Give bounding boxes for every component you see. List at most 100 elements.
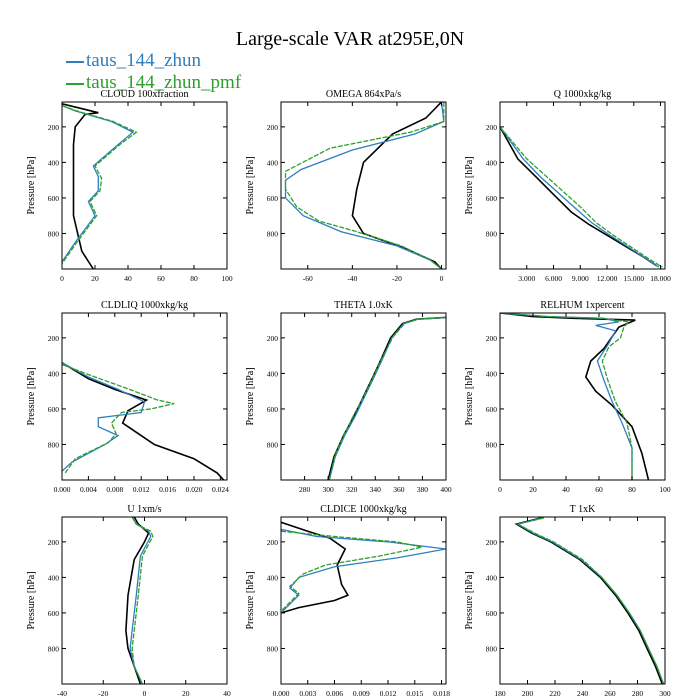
x-tick-label: 100 — [659, 485, 671, 494]
series-line-taus_144_zhun_pmf — [62, 104, 138, 265]
y-tick-label: 400 — [267, 369, 279, 378]
plot-frame — [499, 101, 666, 270]
y-tick-label: 600 — [48, 405, 60, 414]
y-tick-label: 800 — [48, 644, 60, 653]
y-tick-label: 800 — [486, 440, 498, 449]
x-tick-label: 0 — [60, 274, 64, 283]
x-tick-label: 12.000 — [597, 274, 618, 283]
y-axis-label: Pressure [hPa] — [464, 156, 475, 214]
x-tick-label: 6.000 — [545, 274, 562, 283]
x-tick-label: 0.008 — [106, 485, 123, 494]
y-tick-label: 200 — [48, 538, 60, 547]
x-tick-label: 80 — [628, 485, 636, 494]
legend-label-zhun-pmf: taus_144_zhun_pmf — [86, 72, 242, 93]
y-tick-label: 800 — [486, 229, 498, 238]
y-tick-label: 600 — [486, 609, 498, 618]
panel-5: RELHUM 1xpercent Pressure [hPa] 0 20 40 60 80 1… — [464, 300, 671, 494]
y-axis-label: Pressure [hPa] — [464, 571, 475, 629]
panel-3: CLDLIQ 1000xkg/kg Pressure [hPa] 0.000 0.00… — [26, 300, 229, 494]
y-tick-label: 800 — [267, 229, 279, 238]
panel-6: U 1xm/s Pressure [hPa] -40 -20 0 20 40 200 400 60… — [26, 504, 231, 698]
y-axis-label: Pressure [hPa] — [245, 367, 256, 425]
x-tick-label: 280 — [632, 689, 644, 698]
y-tick-label: 600 — [267, 194, 279, 203]
series-line-taus_144_zhun — [328, 316, 446, 480]
x-tick-label: 180 — [494, 689, 506, 698]
y-axis-label: Pressure [hPa] — [26, 156, 37, 214]
legend-label-zhun: taus_144_zhun — [86, 50, 202, 71]
series-line-black — [62, 362, 225, 480]
y-tick-label: 200 — [267, 334, 279, 343]
x-tick-label: 0.003 — [299, 689, 316, 698]
y-tick-label: 600 — [48, 194, 60, 203]
y-axis-label: Pressure [hPa] — [245, 571, 256, 629]
x-tick-label: -20 — [392, 274, 402, 283]
x-tick-label: 60 — [157, 274, 165, 283]
plot-frame — [280, 312, 447, 481]
x-tick-label: 0.018 — [433, 689, 450, 698]
panel-0: CLOUD 100xfraction Pressure [hPa] 0 20 40 60 8… — [26, 89, 233, 283]
x-tick-label: 40 — [124, 274, 132, 283]
x-tick-label: 0.000 — [273, 689, 290, 698]
plot-frame — [61, 101, 228, 270]
y-tick-label: 400 — [48, 369, 60, 378]
x-tick-label: 0.012 — [380, 689, 397, 698]
x-tick-label: 0.000 — [54, 485, 71, 494]
y-tick-label: 800 — [48, 440, 60, 449]
y-tick-label: 400 — [486, 369, 498, 378]
x-tick-label: 0.016 — [159, 485, 176, 494]
x-tick-label: 340 — [370, 485, 382, 494]
y-tick-label: 600 — [48, 609, 60, 618]
series-line-black — [514, 517, 664, 684]
x-tick-label: 0 — [143, 689, 147, 698]
series-line-taus_144_zhun — [500, 313, 633, 480]
series-line-taus_144_zhun_pmf — [500, 313, 633, 480]
x-tick-label: 0.020 — [186, 485, 203, 494]
x-tick-label: 20 — [91, 274, 99, 283]
x-tick-label: 9.000 — [572, 274, 589, 283]
x-tick-label: 0.015 — [406, 689, 423, 698]
x-tick-label: 0.012 — [133, 485, 150, 494]
panel-7: CLDICE 1000xkg/kg Pressure [hPa] 0.000 0.00… — [245, 504, 450, 698]
legend-swatch-zhun — [66, 61, 84, 63]
y-tick-label: 400 — [486, 573, 498, 582]
panel-title: RELHUM 1xpercent — [540, 300, 624, 311]
x-tick-label: 220 — [549, 689, 561, 698]
series-line-taus_144_zhun — [281, 528, 446, 614]
y-tick-label: 800 — [267, 644, 279, 653]
y-tick-label: 200 — [48, 123, 60, 132]
series-line-taus_144_zhun_pmf — [62, 363, 175, 474]
x-tick-label: 18.000 — [650, 274, 671, 283]
series-line-taus_144_zhun_pmf — [284, 102, 445, 269]
x-tick-label: 0.004 — [80, 485, 97, 494]
series-line-black — [327, 316, 446, 480]
panel-title: U 1xm/s — [127, 504, 161, 515]
y-tick-label: 200 — [486, 123, 498, 132]
series-line-black — [281, 521, 350, 614]
x-tick-label: 20 — [529, 485, 537, 494]
x-tick-label: 0.024 — [212, 485, 229, 494]
series-line-taus_144_zhun — [500, 126, 660, 268]
series-line-black — [500, 313, 650, 480]
series-line-black — [500, 126, 657, 267]
x-tick-label: 0 — [498, 485, 502, 494]
y-axis-label: Pressure [hPa] — [26, 571, 37, 629]
panel-title: THETA 1.0xK — [334, 300, 393, 311]
series-line-taus_144_zhun_pmf — [281, 530, 423, 612]
x-tick-label: 300 — [323, 485, 335, 494]
x-tick-label: 3.000 — [518, 274, 535, 283]
panel-2: Q 1000xkg/kg Pressure [hPa] 3.000 6.000 9.00… — [464, 89, 671, 283]
y-tick-label: 400 — [267, 573, 279, 582]
x-tick-label: 40 — [562, 485, 570, 494]
y-tick-label: 600 — [486, 405, 498, 414]
y-tick-label: 600 — [267, 609, 279, 618]
x-tick-label: 360 — [393, 485, 405, 494]
series-line-taus_144_zhun_pmf — [500, 126, 663, 268]
panel-4: THETA 1.0xK Pressure [hPa] 280 300 320 340 360… — [245, 300, 452, 494]
x-tick-label: 60 — [595, 485, 603, 494]
series-line-taus_144_zhun_pmf — [328, 316, 446, 480]
x-tick-label: -40 — [347, 274, 357, 283]
panel-title: OMEGA 864xPa/s — [326, 89, 401, 100]
plot-frame — [499, 516, 666, 685]
